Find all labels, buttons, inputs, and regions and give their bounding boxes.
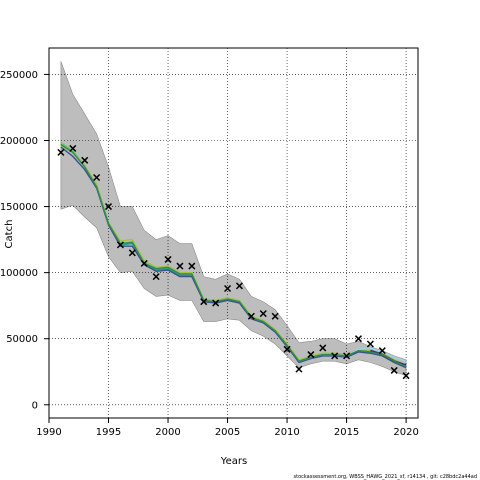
y-tick-label-250000: 250000 [0,70,38,81]
observed-mark-b [188,262,196,270]
observed-mark-b [259,310,267,318]
observed-point-1996 [116,241,124,249]
x-tick-label-2010: 2010 [274,427,299,438]
confidence-band-layer [60,61,407,377]
observed-point-1998 [140,259,148,267]
observed-point-2018 [378,347,386,355]
y-axis: 0 50000 100000 150000 200000 250000 [0,70,49,411]
x-tick-label-2000: 2000 [155,427,180,438]
observed-mark-b [366,340,374,348]
plot-frame [48,47,419,419]
observed-mark-b [247,312,255,320]
observed-mark-b [295,365,303,373]
observed-point-2009 [271,312,279,320]
observed-point-2007 [247,312,255,320]
observed-point-2015 [343,352,351,360]
observed-mark-b [235,282,243,290]
x-axis: 1990 1995 2000 2005 2010 2015 2020 [36,418,419,438]
y-tick-label-0: 0 [32,400,38,411]
observed-mark-b [164,255,172,263]
x-tick-label-2005: 2005 [215,427,240,438]
observed-point-2012 [307,351,315,359]
observed-point-2017 [366,340,374,348]
observed-mark-b [390,366,398,374]
observed-mark-b [69,144,77,152]
observed-point-2004 [212,299,220,307]
observed-point-1991 [57,148,65,156]
observed-mark-b [378,347,386,355]
series-line-7 [60,143,407,368]
x-tick-label-2020: 2020 [393,427,418,438]
observed-point-2002 [188,262,196,270]
observed-mark-b [176,262,184,270]
observed-point-2003 [200,298,208,306]
observed-point-1995 [104,203,113,211]
footer-credit: stockassessment.org, WBSS_HAWG_2021_sf, … [294,474,478,480]
observed-mark-b [402,372,410,380]
observed-mark-b [200,298,208,306]
observed-point-1992 [69,144,77,152]
observed-mark-b [57,148,65,156]
observed-mark-b [331,352,339,360]
x-tick-label-1995: 1995 [96,427,121,438]
y-tick-label-100000: 100000 [0,268,38,279]
observed-mark-b [116,241,124,249]
observed-mark-b [128,249,136,257]
observed-mark-b [343,352,351,360]
observed-point-2001 [176,262,184,270]
observed-point-2014 [331,352,339,360]
observed-mark-b [224,284,232,293]
observed-mark-b [319,344,327,352]
x-axis-title: Years [220,456,247,467]
observed-point-1999 [152,273,160,281]
observed-point-2000 [164,255,172,263]
observed-mark-b [212,299,220,307]
x-tick-label-1990: 1990 [36,427,61,438]
observed-mark-b [283,345,291,353]
observed-point-2020 [402,372,410,380]
observed-point-2010 [283,345,291,353]
confidence-band [60,61,407,377]
observed-point-1993 [81,156,89,164]
observed-point-2016 [354,335,363,343]
x-tick-label-2015: 2015 [334,427,359,438]
observed-point-1997 [128,249,136,257]
observed-mark-b [93,173,101,182]
observed-point-2013 [319,344,327,352]
observed-mark-b [307,351,315,359]
observed-mark-b [81,156,89,164]
y-tick-label-200000: 200000 [0,136,38,147]
observed-point-2005 [224,284,232,293]
observed-mark-b [140,259,148,267]
observed-catch-layer [57,144,410,380]
observed-mark-b [104,203,113,211]
observed-point-2006 [235,282,243,290]
observed-mark-b [354,335,363,343]
y-axis-title: Catch [4,220,15,249]
observed-point-2008 [259,310,267,318]
observed-mark-b [152,273,160,281]
observed-point-2019 [390,366,398,374]
observed-point-2011 [295,365,303,373]
observed-point-1994 [93,173,101,182]
observed-mark-b [271,312,279,320]
y-tick-label-50000: 50000 [6,334,38,345]
y-tick-label-150000: 150000 [0,202,38,213]
